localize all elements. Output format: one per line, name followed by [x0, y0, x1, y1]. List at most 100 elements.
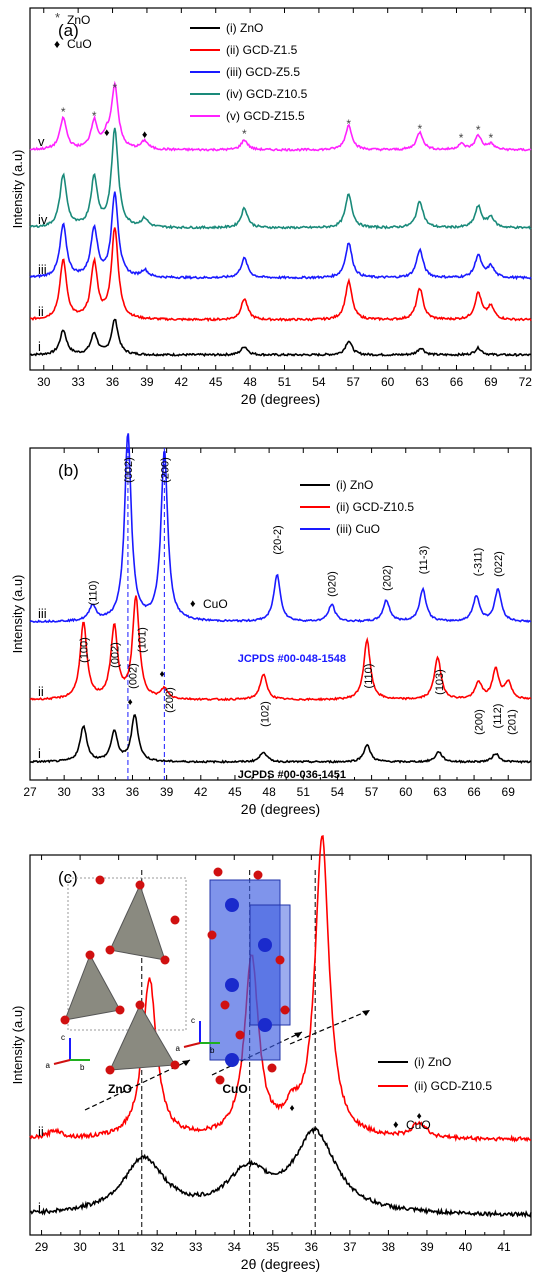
- x-tick-label: 30: [73, 1240, 87, 1254]
- x-tick-label: 39: [140, 375, 154, 389]
- x-tick-label: 37: [343, 1240, 357, 1254]
- crystal-insets: ZnO CuO c a b c a b: [46, 867, 291, 1096]
- legend-label: (i) ZnO: [414, 1055, 451, 1069]
- oxygen-atom: [60, 1015, 70, 1025]
- x-tick-label: 36: [106, 375, 120, 389]
- legend-label: (iii) CuO: [336, 522, 380, 536]
- x-tick-label: 69: [484, 375, 498, 389]
- y-axis-label: Intensity (a.u): [10, 1006, 25, 1085]
- oxygen-atom: [135, 1000, 145, 1010]
- oxygen-atom: [207, 930, 217, 940]
- x-tick-label: 35: [266, 1240, 280, 1254]
- oxygen-atom: [160, 955, 170, 965]
- series-line: [29, 1126, 532, 1219]
- axis-a-label: a: [46, 1061, 51, 1070]
- series-line: [29, 318, 532, 358]
- hkl-label-zno: (103): [434, 669, 446, 695]
- cuo-peak-marker: ♦: [290, 1103, 295, 1114]
- x-tick-label: 41: [497, 1240, 511, 1254]
- axis-b-label: b: [80, 1063, 85, 1072]
- trace-label: i: [38, 746, 41, 761]
- x-axis-label: 2θ (degrees): [241, 801, 320, 817]
- x-tick-label: 48: [243, 375, 257, 389]
- x-tick-label: 63: [415, 375, 429, 389]
- reference-label-cuo: JCPDS #00-048-1548: [238, 653, 346, 665]
- hkl-label-cuo: (20-2): [272, 525, 284, 554]
- zno-peak-marker: *: [61, 105, 66, 119]
- chart-b: 27 30 33 36 39 42 45 48 51 54 57 60 63 66 69 2θ (degree…: [10, 433, 532, 817]
- series-line: [29, 80, 532, 152]
- hkl-label-zno: (200): [474, 709, 486, 735]
- zno-peak-marker: *: [459, 131, 464, 145]
- shift-arrowhead: [294, 1032, 302, 1038]
- x-tick-label: 42: [175, 375, 189, 389]
- x-tick-label: 66: [450, 375, 464, 389]
- trace-label: i: [38, 1200, 41, 1215]
- y-axis-label: Intensity (a.u): [10, 575, 25, 654]
- hkl-label-zno: (002): [109, 642, 121, 668]
- x-tick-label: 54: [312, 375, 326, 389]
- oxygen-atom: [85, 950, 95, 960]
- oxygen-atom: [275, 955, 285, 965]
- x-tick-label: 48: [262, 785, 276, 799]
- oxygen-atom: [105, 1065, 115, 1075]
- chart-c: 29 30 31 32 33 34 35 36 37 38 39 40 41 2θ (degrees) In…: [10, 834, 532, 1272]
- oxygen-atom: [267, 1063, 277, 1073]
- hkl-label-zno: (002): [127, 663, 139, 689]
- copper-atom: [225, 898, 239, 912]
- x-tick-label: 36: [305, 1240, 319, 1254]
- trace-label: ii: [38, 684, 44, 699]
- plot-frame: [29, 7, 532, 371]
- x-tick-label: 32: [150, 1240, 164, 1254]
- hkl-label-cuo: (022): [493, 551, 505, 577]
- x-axis-label: 2θ (degrees): [241, 391, 320, 407]
- legend-label: (v) GCD-Z15.5: [226, 109, 305, 123]
- oxygen-atom: [105, 945, 115, 955]
- zno-marker-label: ZnO: [67, 13, 90, 27]
- x-tick-label: 57: [347, 375, 361, 389]
- hkl-label-zno: (100): [79, 637, 91, 663]
- cuo-peak-marker: ♦: [160, 669, 165, 680]
- x-tick-label: 72: [519, 375, 533, 389]
- x-tick-label: 42: [194, 785, 208, 799]
- panel-label: (b): [58, 461, 79, 480]
- zno-marker-symbol: *: [55, 10, 60, 25]
- axis-c-label: c: [61, 1033, 65, 1042]
- hkl-label-cuo: (110): [88, 581, 100, 606]
- x-tick-label: 36: [126, 785, 140, 799]
- series-line: [29, 433, 532, 624]
- axis-c-label: c: [191, 1016, 195, 1025]
- chart-a: 30 33 36 39 42 45 48 51 54 57 60 63 66 69 72 2θ (degree…: [10, 7, 533, 407]
- shift-arrowhead: [182, 1060, 190, 1066]
- legend-label: (ii) GCD-Z10.5: [414, 1079, 492, 1093]
- series-line: [29, 834, 532, 1143]
- zno-peak-marker: *: [242, 127, 247, 141]
- cuo-marker-symbol: ♦: [190, 598, 196, 610]
- shift-arrowhead: [362, 1010, 370, 1016]
- oxygen-atom: [170, 1060, 180, 1070]
- copper-atom: [258, 1018, 272, 1032]
- oxygen-atom: [213, 867, 223, 877]
- cuo-marker-label: CuO: [406, 1118, 431, 1132]
- trace-label: ii: [38, 1124, 44, 1139]
- zno-peak-marker: *: [489, 131, 494, 145]
- trace-label: ii: [38, 304, 44, 319]
- x-tick-label: 29: [35, 1240, 49, 1254]
- x-tick-label: 60: [381, 375, 395, 389]
- copper-atom: [225, 978, 239, 992]
- hkl-label-cuo: (020): [327, 571, 339, 597]
- hkl-label-zno: (112): [492, 704, 504, 729]
- plot-frame: [29, 447, 532, 781]
- series-line: [29, 227, 532, 323]
- hkl-label-cuo: (11-3): [418, 546, 430, 575]
- x-tick-label: 63: [433, 785, 447, 799]
- trace-label: iii: [38, 262, 47, 277]
- hkl-label-cuo: (-311): [472, 548, 484, 577]
- zno-tetrahedron: [109, 883, 166, 961]
- x-tick-label: 30: [57, 785, 71, 799]
- x-tick-label: 39: [420, 1240, 434, 1254]
- x-tick-label: 45: [209, 375, 223, 389]
- hkl-label-zno: (110): [363, 664, 375, 689]
- x-tick-label: 60: [399, 785, 413, 799]
